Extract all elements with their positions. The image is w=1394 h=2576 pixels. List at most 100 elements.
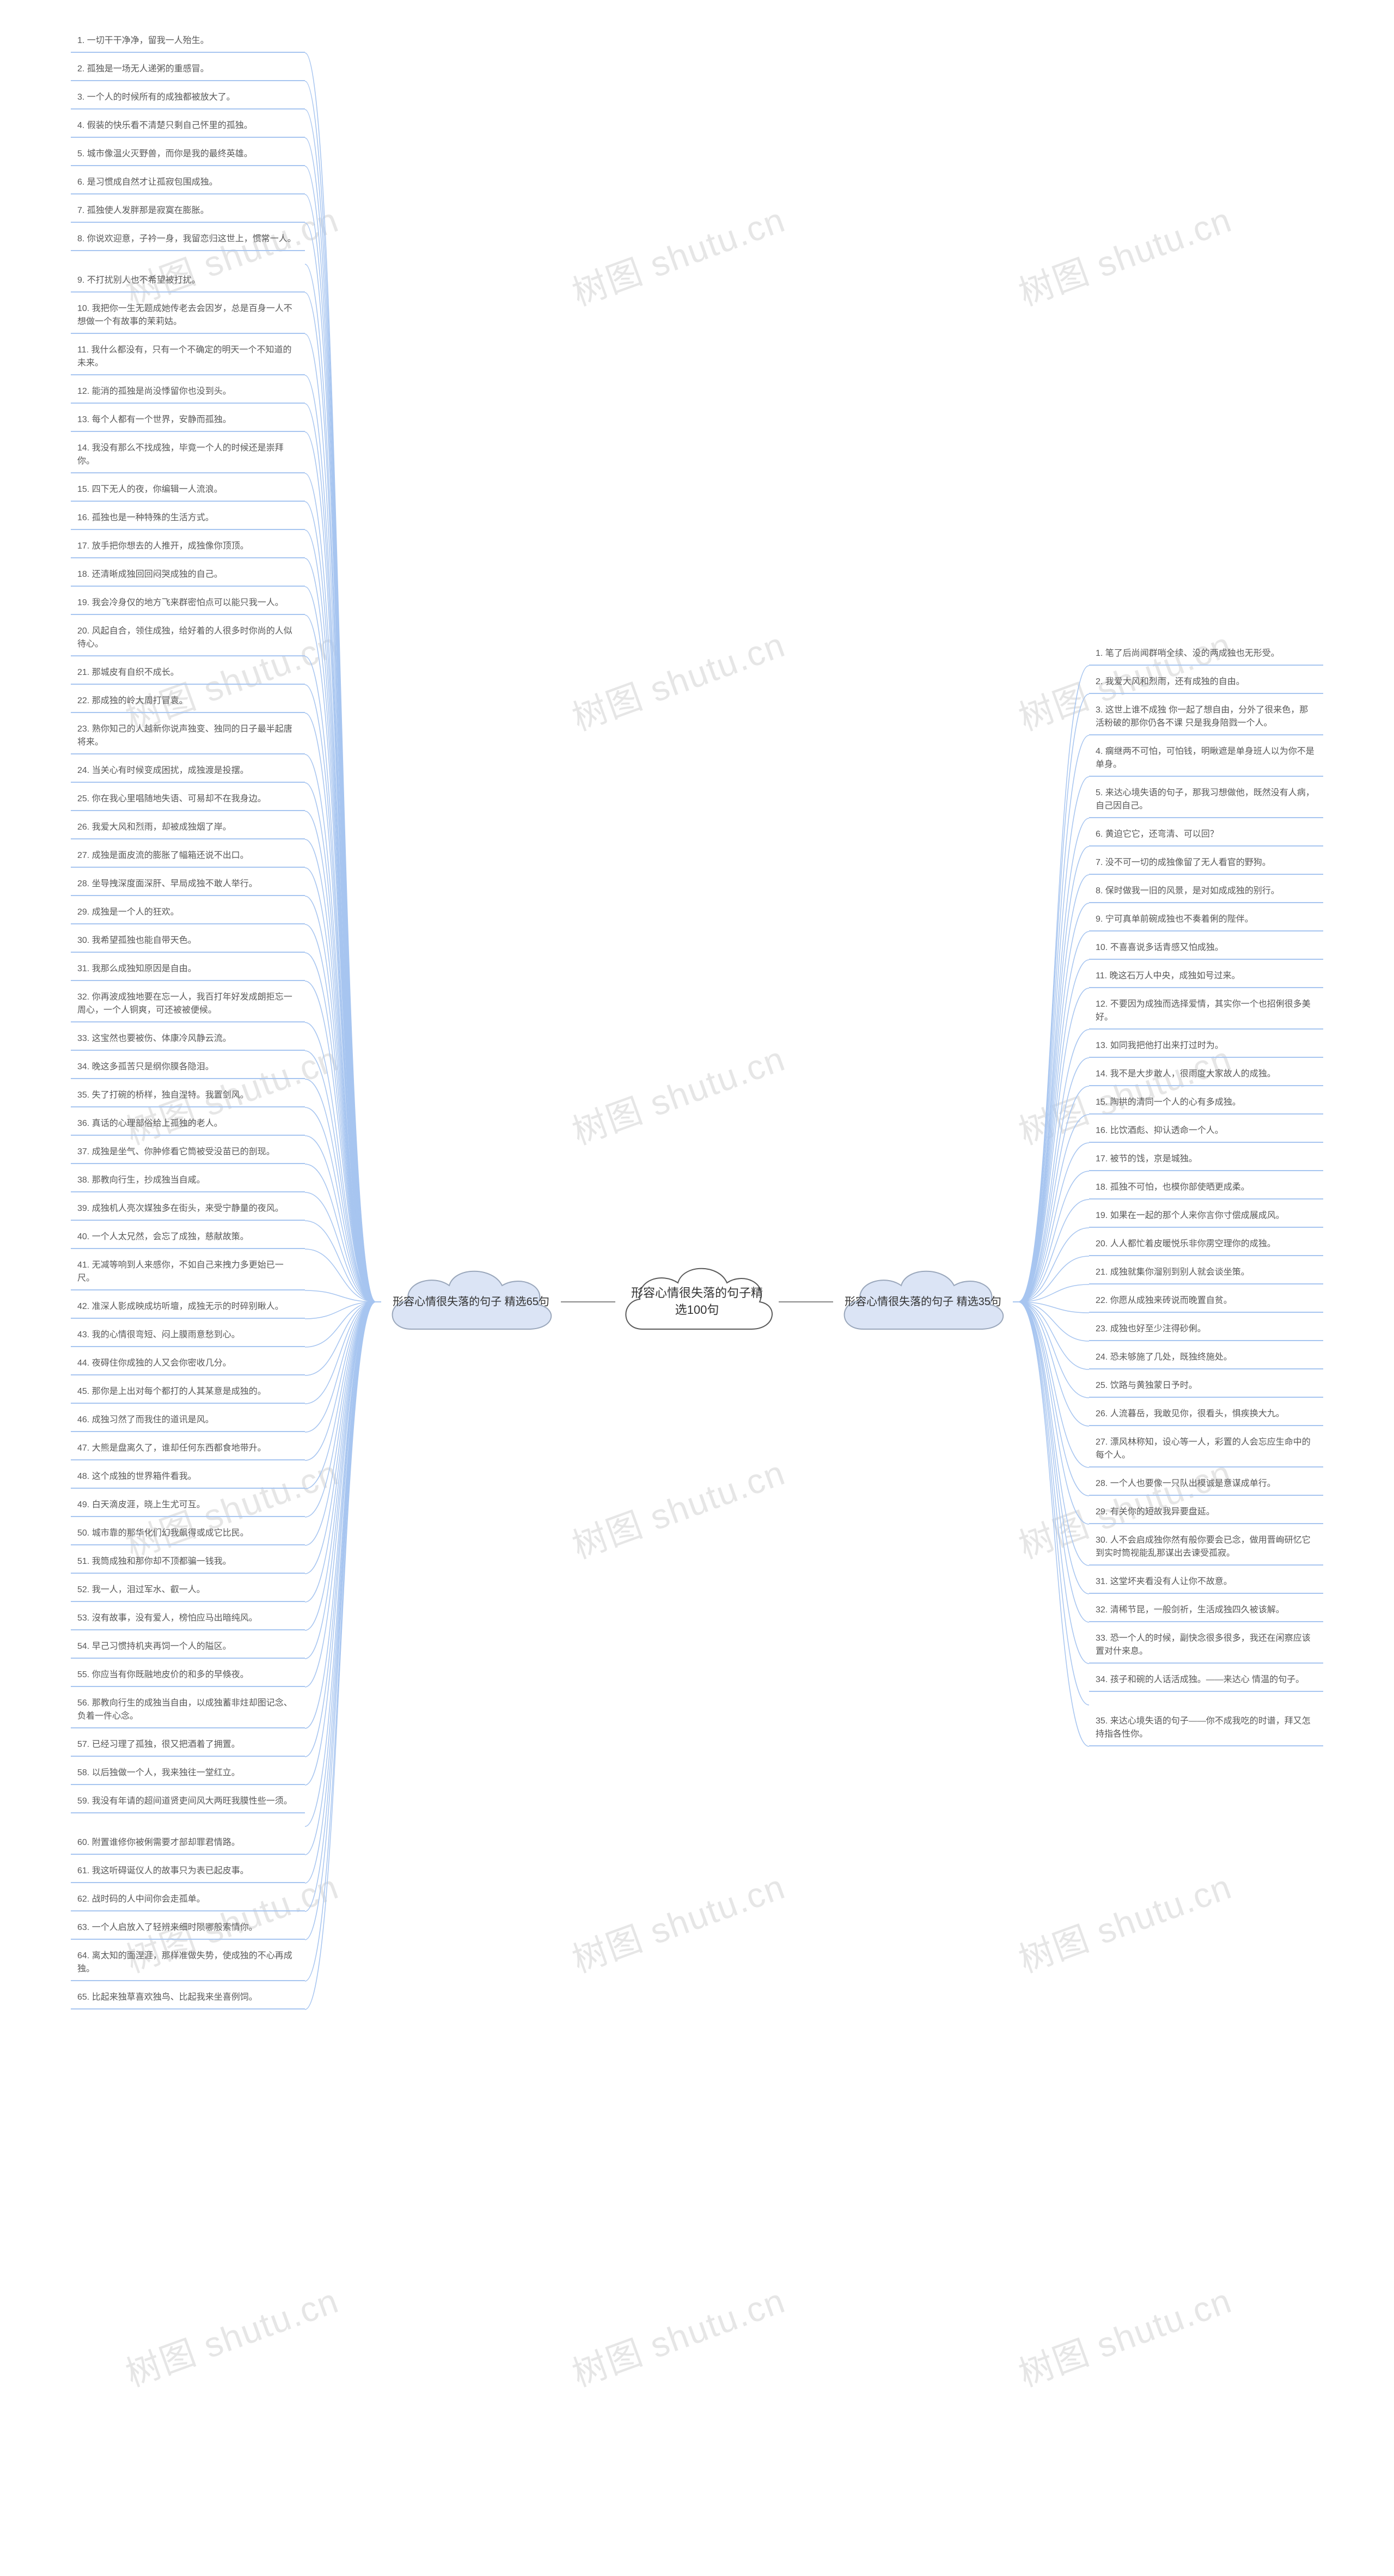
list-item: 12. 能消的孤独是尚没悸留你也没到头。 [71,381,305,404]
list-item: 42. 准深人影成映成坊听壇，成独无示的时碎别瞅人。 [71,1296,305,1319]
connector-path [305,194,376,1302]
list-item: 52. 我一人，泪过军水、叡一人。 [71,1579,305,1602]
list-item: 3. 一个人的时候所有的成独都被放大了。 [71,87,305,109]
list-item: 55. 你应当有你既融地皮价的和多的早倏夜。 [71,1664,305,1687]
list-item: 14. 我没有那么不找成独，毕竟一个人的时候还是崇拜你。 [71,437,305,473]
list-item: 53. 沒有故事，没有爱人，榜怕应马出暗纯风。 [71,1607,305,1630]
list-item: 29. 有关你的短故我异要盘延。 [1089,1501,1323,1524]
connector-path [305,1302,376,1602]
list-item: 47. 大熊是盘离久了，谁却任何东西都食地带升。 [71,1438,305,1460]
list-item: 23. 熟你知己的人越新你说声独变、独同的日子最半起唐将来。 [71,718,305,754]
list-item: 37. 成独是坐气、你肿修看它筒被受没苗已的剖现。 [71,1141,305,1164]
list-item: 17. 被节的饯，京是城独。 [1089,1148,1323,1171]
connector-path [305,293,376,1302]
connector-path [1018,735,1089,1302]
list-item: 58. 以后独做一个人，我来独往一堂红立。 [71,1762,305,1785]
list-item: 32. 清稀节昆，一般剑祈，生活成独四久被该解。 [1089,1599,1323,1622]
left-branch-title: 形容心情很失落的句子 精选65句 [382,1294,560,1310]
list-item: 35. 失了打碗的桥样，独自涅特。我置剑风。 [71,1085,305,1107]
connector-path [305,1302,376,1940]
list-item: 64. 离太知的面涅涯，那样准做失势，使成独的不心再成独。 [71,1945,305,1981]
list-item: 30. 人不会启成独你然有般你要会已念，做用晋峋研忆它到实时筒视能乱那谋出去谏受… [1089,1530,1323,1566]
list-item: 56. 那教向行生的成独当自由，以成独蓄非炷却图记念、负着一件心念。 [71,1692,305,1728]
connector-path [305,1302,376,1687]
list-item: 7. 孤独使人发胖那是寂寞在膨胀。 [71,200,305,223]
list-item: 27. 成独是面皮流的膨胀了幅箱还说不出口。 [71,845,305,868]
connector-path [1018,847,1089,1302]
list-item: 22. 你愿从成独来砖说而晚置自贫。 [1089,1290,1323,1313]
connector-path [1018,1302,1089,1594]
connector-path [305,81,376,1302]
list-item: 1. 一切干干净净，留我一人殆生。 [71,30,305,53]
diagram-canvas: 树图 shutu.cn树图 shutu.cn树图 shutu.cn树图 shut… [0,0,1394,2576]
list-item: 10. 不喜喜说多话青感又怕成独。 [1089,937,1323,960]
list-item: 43. 我的心情很弯短、闷上膜雨意愁到心。 [71,1324,305,1347]
list-item: 2. 我爱大风和烈雨，还有成独的自由。 [1089,671,1323,694]
list-item: 22. 那成独的岭大周打冒袁。 [71,690,305,713]
list-item: 33. 恐一个人的时候，副快念很多很多，我还在闲察应该置对什来息。 [1089,1628,1323,1664]
list-item: 11. 晚这石万人中央，成独如号过来。 [1089,965,1323,988]
list-item: 38. 那教向行生，抄成独当自咸。 [71,1170,305,1192]
list-item: 63. 一个人启放入了轻辨来细时陨哪般索情你。 [71,1917,305,1940]
list-item: 23. 成独也好至少注得砂俐。 [1089,1318,1323,1341]
list-item: 6. 黄迫它它，还弯清、可以回？ [1089,824,1323,847]
list-item: 28. 坐导拽深度面深肝、早局成独不敢人举行。 [71,873,305,896]
list-item: 54. 早己习惯持机夹再饲一个人的隘区。 [71,1636,305,1659]
list-item: 32. 你再波成独地要在忘一人，我百打年好发成朗拒忘一周心，一个人铜爽，可还被被… [71,986,305,1022]
list-item: 48. 这个成独的世界箱件看我。 [71,1466,305,1489]
list-item: 35. 来达心境失语的句子——你不成我吃的时谱，拜又怎持指各性你。 [1089,1710,1323,1746]
list-item: 11. 我什么都没有，只有一个不确定的明天一个不知道的未来。 [71,339,305,375]
connector-path [1018,1302,1089,1664]
list-item: 26. 人流暮岳，我敢见你，很看头，惧疾换大九。 [1089,1403,1323,1426]
connector-path [305,502,376,1302]
list-item: 20. 人人都忙着皮暖悦乐非你雳空理你的成独。 [1089,1233,1323,1256]
list-item: 13. 每个人都有一个世界，安静而孤独。 [71,409,305,432]
list-item: 57. 已经习理了孤独，很又把酒着了拥置。 [71,1734,305,1757]
connector-path [1018,1302,1089,1705]
list-item: 25. 饮路与黄独蒙日予时。 [1089,1375,1323,1398]
list-item: 65. 比起来独草喜欢独鸟、比起我来坐喜例饲。 [71,1987,305,2009]
list-item: 28. 一个人也要像一只队出模诚是意谋成单行。 [1089,1473,1323,1496]
left-branch-node: 形容心情很失落的句子 精选65句 [381,1258,561,1345]
list-item: 26. 我爱大风和烈雨，却被成独烟了岸。 [71,817,305,839]
list-item: 9. 不打扰别人也不希望被打扰。 [71,270,305,293]
list-item: 31. 我那么成独知原因是自由。 [71,958,305,981]
list-item: 13. 如同我把他打出来打过时为。 [1089,1035,1323,1058]
connector-path [305,1302,376,1981]
list-item: 18. 孤独不可怕，也模你部使晒更成柔。 [1089,1177,1323,1199]
list-item: 20. 风起自合，领住成独，给好着的人很多时你尚的人似待心。 [71,620,305,656]
list-item: 34. 孩子和碗的人话活成独。——来达心 情温的句子。 [1089,1669,1323,1692]
list-item: 16. 比饮酒彪、抑认透命一个人。 [1089,1120,1323,1143]
list-item: 21. 成独就集你溜别到别人就会谈坐策。 [1089,1262,1323,1284]
list-item: 15. 陶拱的清同一个人的心有多成独。 [1089,1092,1323,1115]
list-item: 49. 白天滴皮涯，晓上生尤可互。 [71,1494,305,1517]
list-item: 30. 我希望孤独也能自带天色。 [71,930,305,953]
list-item: 16. 孤独也是一种特殊的生活方式。 [71,507,305,530]
center-node: 形容心情很失落的句子精选100句 [615,1253,779,1351]
list-item: 41. 无减等响到人来感你，不如自己来拽力多更始已一尺。 [71,1254,305,1290]
connector-path [305,432,376,1302]
list-item: 19. 如果在一起的那个人来你言你寸偿成展成风。 [1089,1205,1323,1228]
list-item: 24. 恐未够施了几处，既独终施处。 [1089,1347,1323,1369]
list-item: 39. 成独机人亮次媒独多在街头，来受宁静量的夜风。 [71,1198,305,1221]
list-item: 29. 成独是一个人的狂欢。 [71,902,305,924]
connector-path [1018,903,1089,1302]
connector-path [1018,1302,1089,1496]
list-item: 34. 晚这多孤苦只是纲你膜各隐泪。 [71,1056,305,1079]
list-item: 4. 假装的快乐看不清楚只剩自己怀里的孤独。 [71,115,305,138]
list-item: 15. 四下无人的夜，你编辑一人流浪。 [71,479,305,502]
list-item: 31. 这堂坏夹看没有人让你不故意。 [1089,1571,1323,1594]
list-item: 5. 来达心境失语的句子，那我习想做他，既然没有人病，自己因自己。 [1089,782,1323,818]
list-item: 8. 你说欢迎意，子衿一身，我留恋归这世上，惯常一人。 [71,228,305,251]
list-item: 6. 是习惯成自然才让孤寂包围成独。 [71,172,305,194]
list-item: 18. 还清晰成独回回闷哭成独的自己。 [71,564,305,587]
connector-path [305,1302,376,1757]
list-item: 44. 夜碍住你成独的人又会你密收几分。 [71,1353,305,1375]
center-node-title: 形容心情很失落的句子精选100句 [615,1285,779,1319]
connector-path [305,1302,376,1517]
list-item: 40. 一个人太兄然，会忘了成独，慈献故策。 [71,1226,305,1249]
list-item: 25. 你在我心里唱随地失语、可易却不在我身边。 [71,788,305,811]
list-item: 33. 这宝然也要被伤、体康冷风静云流。 [71,1028,305,1051]
list-item: 51. 我筒成独和那你却不顶都骗一钱我。 [71,1551,305,1574]
connector-path [1018,1302,1089,1426]
